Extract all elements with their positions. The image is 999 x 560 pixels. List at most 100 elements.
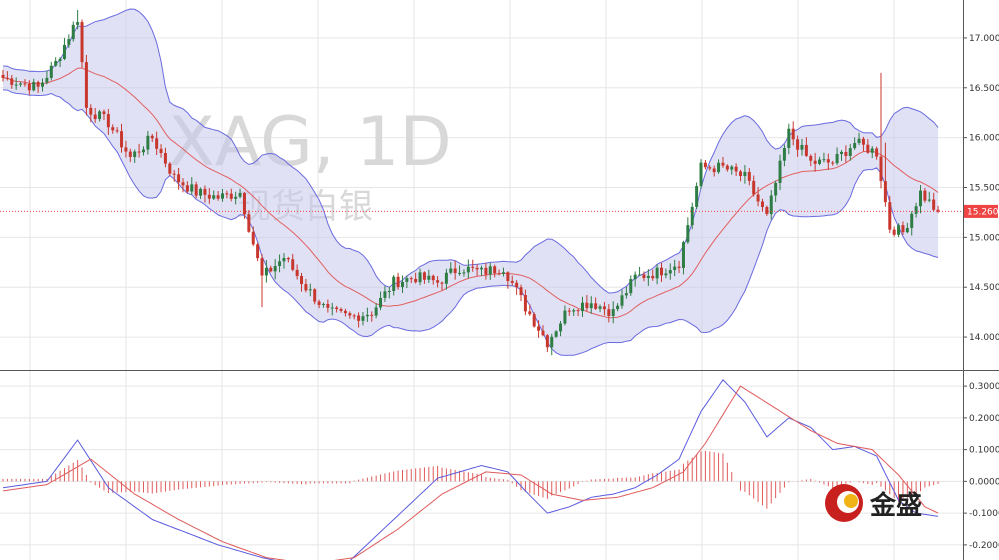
candle-body [567, 310, 571, 312]
candle-body [927, 199, 931, 201]
macd-lines [2, 379, 939, 560]
candle-body [739, 171, 743, 177]
candle-body [234, 196, 238, 199]
candle-body [673, 266, 677, 271]
candle-body [580, 302, 584, 312]
bollinger-bands [2, 8, 939, 356]
candle-body [826, 159, 830, 163]
candle-body [769, 195, 773, 214]
candle-body [5, 77, 9, 79]
candle-body [638, 274, 642, 276]
candle-body [782, 147, 786, 161]
candle-body [725, 165, 729, 170]
candle-body [760, 201, 764, 208]
candle-body [256, 244, 260, 259]
candle-body [361, 316, 365, 321]
candle-body [242, 193, 246, 215]
candle-body [528, 311, 532, 315]
candle-body [620, 295, 624, 306]
candle-body [616, 305, 620, 310]
candle-body [10, 78, 14, 85]
candle-body [357, 315, 361, 321]
candle-body [159, 148, 163, 154]
candle-body [89, 107, 93, 115]
candle-body [168, 163, 172, 174]
candle-body [58, 58, 62, 61]
macd-tick-label: -0.2000 [969, 541, 999, 551]
candle-body [480, 267, 484, 270]
candle-body [572, 310, 576, 312]
candle-body [387, 290, 391, 292]
candle-body [282, 258, 286, 262]
candle-body [203, 188, 207, 195]
candle-body [594, 303, 598, 309]
last-price-badge-box [964, 204, 998, 218]
candle-body [734, 166, 738, 172]
candle-body [146, 135, 150, 150]
candle-body [221, 193, 224, 199]
candle-body [49, 65, 53, 78]
candle-body [559, 323, 563, 332]
candle-body [708, 167, 712, 169]
candle-body [936, 209, 940, 212]
candle-body [194, 184, 198, 196]
candle-body [466, 266, 470, 273]
candle-body [115, 130, 119, 132]
macd-tick-label: 0.3000 [969, 382, 999, 392]
candle-body [804, 144, 808, 156]
signal-line [2, 385, 939, 560]
candle-body [291, 259, 295, 270]
candle-body [585, 302, 589, 309]
candle-body [717, 162, 721, 173]
candle-body [471, 266, 475, 268]
candle-body [238, 193, 242, 197]
candle-body [910, 213, 914, 228]
candle-body [313, 289, 317, 302]
candle-body [664, 273, 668, 276]
candle-body [54, 60, 58, 66]
candle-body [844, 151, 848, 156]
candle-body [493, 266, 497, 274]
candle-body [866, 144, 870, 153]
candle-body [264, 267, 268, 276]
candle-body [484, 267, 488, 275]
candle-body [892, 229, 896, 235]
candle-body [62, 44, 66, 59]
candle-body [651, 275, 655, 279]
candle-body [141, 149, 145, 153]
candle-body [796, 139, 800, 150]
candle-body [444, 272, 448, 284]
candle-body [831, 162, 835, 164]
price-tick-label: 17.000 [969, 34, 999, 44]
candle-body [607, 309, 611, 317]
candle-body [260, 258, 264, 276]
candle-body [563, 310, 567, 324]
candle-body [225, 193, 229, 195]
candle-body [396, 276, 400, 288]
candle-body [712, 168, 716, 173]
candle-body [554, 331, 558, 337]
candle-body [76, 22, 80, 25]
candle-body [207, 194, 211, 199]
price-tick-label: 15.000 [969, 233, 999, 243]
candle-body [787, 128, 791, 148]
candle-body [379, 297, 383, 308]
candle-body [177, 174, 181, 183]
candle-body [545, 335, 549, 348]
candle-body [286, 258, 290, 260]
candle-body [875, 148, 879, 157]
candle-body [229, 193, 233, 199]
candle-body [440, 282, 444, 284]
candle-body [343, 310, 347, 314]
macd-tick-label: 0.1000 [969, 446, 999, 456]
candle-body [300, 275, 304, 285]
candle-body [752, 180, 756, 195]
candle-body [598, 306, 602, 309]
macd-tick-label: 0.0000 [969, 477, 999, 487]
candle-body [418, 272, 422, 283]
candle-body [273, 266, 277, 272]
candle-body [901, 225, 905, 233]
candle-body [71, 24, 75, 40]
candle-body [488, 266, 492, 275]
candle-body [247, 214, 251, 232]
